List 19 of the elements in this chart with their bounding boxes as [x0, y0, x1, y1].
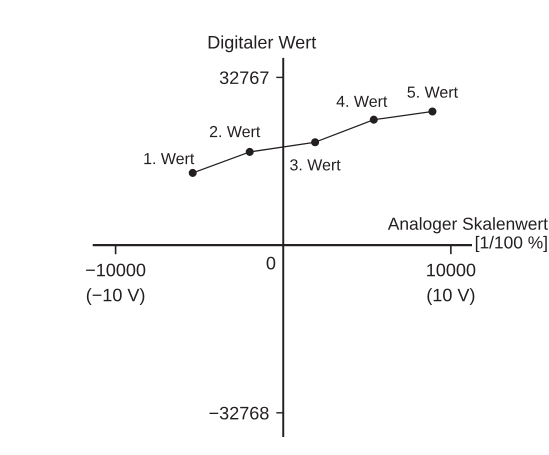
annotation: 0	[266, 256, 276, 270]
annotation: 3. Wert	[290, 159, 341, 171]
annotation: 1. Wert	[144, 153, 194, 164]
annotation: 5. Wert	[407, 86, 458, 98]
point	[311, 138, 320, 146]
x2-tick-label: (10 V)	[427, 288, 474, 305]
x-tick-label: −10000	[86, 264, 146, 276]
point	[188, 168, 197, 177]
point	[370, 116, 378, 124]
annotation: 2. Wert	[210, 126, 260, 138]
x2-tick-label: (−10 V)	[86, 288, 144, 305]
y-axis-title: Digitaler Wert	[208, 35, 316, 52]
point	[428, 107, 436, 116]
x-axis-title: Analoger Skalenwert [1/100 %]	[388, 217, 548, 252]
y-tick-label: −32768	[209, 406, 269, 420]
annotation: 4. Wert	[336, 96, 388, 107]
point	[246, 148, 254, 156]
y-tick-label: 32767	[220, 71, 268, 84]
x-tick-label: 10000	[427, 264, 476, 276]
